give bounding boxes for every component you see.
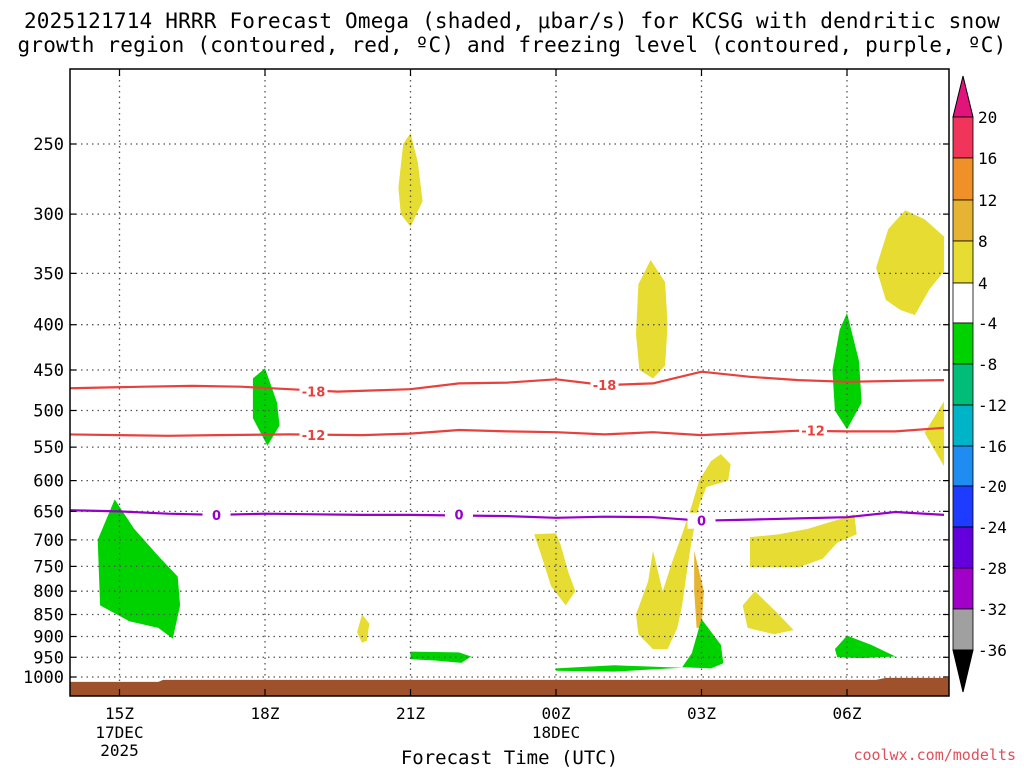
- temperature-contours: -18 -18 -12 -12 0 0 0: [70, 370, 945, 530]
- omega-region-8: [357, 614, 370, 643]
- omega-region-14: [556, 665, 683, 672]
- omega-shading: [97, 133, 944, 672]
- y-tick-label-750: 750: [33, 557, 64, 577]
- contour-label-0: 0: [697, 515, 706, 530]
- omega-region-12: [97, 499, 181, 639]
- x-tick-label-06Z: 06Z: [833, 704, 862, 723]
- colorbar-block-12: [952, 608, 974, 651]
- omega-region-11: [832, 313, 862, 430]
- omega-region-4: [534, 533, 576, 606]
- colorbar: 20 16 12 8 4 -4 -8 -12 -16 -20 -24 -28 -32 -36: [952, 75, 1007, 693]
- x-tick-sublabel: 18DEC: [532, 723, 580, 742]
- y-tick-label-1000: 1000: [23, 668, 64, 688]
- colorbar-label-9: -20: [978, 477, 1007, 496]
- colorbar-block-4: [952, 282, 974, 324]
- x-tick-sublabel: 17DEC: [95, 723, 143, 742]
- contour-line--18: [70, 370, 945, 393]
- colorbar-block-7: [952, 404, 974, 447]
- y-tick-label-950: 950: [33, 648, 64, 668]
- omega-region-1: [636, 260, 668, 379]
- colorbar-label-5: -4: [978, 314, 997, 333]
- colorbar-top-arrow: [952, 75, 974, 118]
- omega-region-5: [636, 454, 731, 650]
- colorbar-block-2: [952, 199, 974, 242]
- colorbar-label-12: -32: [978, 600, 1007, 619]
- contour-label-bg: [202, 506, 231, 523]
- colorbar-block-3: [952, 240, 974, 284]
- colorbar-bottom-arrow: [952, 649, 974, 693]
- colorbar-label-2: 12: [978, 191, 997, 210]
- y-tick-label-800: 800: [33, 582, 64, 602]
- credit-text: coolwx.com/modelts: [853, 746, 1016, 764]
- x-tick-sublabel: 2025: [100, 741, 139, 760]
- colorbar-block-10: [952, 526, 974, 569]
- colorbar-label-4: 4: [978, 274, 988, 293]
- chart-title-line-2: growth region (contoured, red, ºC) and f…: [17, 33, 1007, 57]
- gridlines: [70, 69, 949, 696]
- contour-label-0: 0: [454, 508, 463, 523]
- colorbar-label-8: -16: [978, 437, 1007, 456]
- colorbar-label-6: -8: [978, 355, 997, 374]
- omega-region-3: [924, 401, 944, 467]
- contour-label--18: -18: [302, 386, 326, 401]
- colorbar-label-3: 8: [978, 232, 988, 251]
- plot-frame: [69, 68, 950, 697]
- contour-label-bg: [799, 422, 828, 439]
- colorbar-block-11: [952, 567, 974, 610]
- omega-region-15: [682, 619, 724, 669]
- x-tick-label-18Z: 18Z: [251, 704, 280, 723]
- contour-label-bg: [299, 383, 328, 400]
- y-tick-label-700: 700: [33, 531, 64, 551]
- y-tick-label-600: 600: [33, 472, 64, 492]
- colorbar-block-9: [952, 485, 974, 528]
- y-tick-label-350: 350: [33, 264, 64, 284]
- colorbar-label-13: -36: [978, 641, 1007, 660]
- contour-label--12: -12: [302, 429, 326, 444]
- omega-region-2: [876, 210, 944, 315]
- contour-label-bg: [299, 427, 328, 444]
- omega-region-7: [742, 591, 794, 635]
- x-tick-label-21Z: 21Z: [396, 704, 425, 723]
- y-axis: 2503003504004505005506006507007508008509…: [23, 135, 949, 688]
- colorbar-label-7: -12: [978, 396, 1007, 415]
- omega-region-13: [410, 651, 472, 663]
- y-tick-label-400: 400: [33, 316, 64, 336]
- colorbar-label-10: -24: [978, 518, 1007, 537]
- y-tick-label-850: 850: [33, 606, 64, 626]
- colorbar-block-1: [952, 157, 974, 201]
- colorbar-block-6: [952, 363, 974, 406]
- omega-region-6: [750, 514, 857, 568]
- x-tick-label-15Z: 15Z: [105, 704, 134, 723]
- colorbar-block-8: [952, 445, 974, 487]
- terrain-fill: [70, 677, 949, 696]
- omega-region-16: [834, 635, 896, 659]
- y-tick-label-250: 250: [33, 135, 64, 155]
- y-tick-label-500: 500: [33, 402, 64, 422]
- contour-label--18: -18: [593, 379, 617, 394]
- terrain-band: [70, 677, 949, 696]
- colorbar-label-11: -28: [978, 559, 1007, 578]
- chart-title-line-1: 2025121714 HRRR Forecast Omega (shaded, …: [23, 9, 1001, 33]
- contour-label-0: 0: [212, 509, 221, 524]
- colorbar-label-1: 16: [978, 149, 997, 168]
- y-tick-label-450: 450: [33, 361, 64, 381]
- contour-label-bg: [445, 506, 473, 523]
- colorbar-block-0: [952, 116, 974, 159]
- colorbar-label-0: 20: [978, 108, 997, 127]
- contour-label-bg: [590, 377, 619, 394]
- y-tick-label-300: 300: [33, 205, 64, 225]
- y-tick-label-550: 550: [33, 438, 64, 458]
- y-tick-label-900: 900: [33, 627, 64, 647]
- y-tick-label-650: 650: [33, 502, 64, 522]
- x-tick-label-00Z: 00Z: [542, 704, 571, 723]
- x-tick-label-03Z: 03Z: [687, 704, 716, 723]
- x-axis-title: Forecast Time (UTC): [401, 747, 618, 768]
- contour-label--12: -12: [801, 425, 825, 440]
- colorbar-block-5: [952, 322, 974, 365]
- contour-label-bg: [687, 512, 716, 529]
- plot-border: [69, 68, 950, 697]
